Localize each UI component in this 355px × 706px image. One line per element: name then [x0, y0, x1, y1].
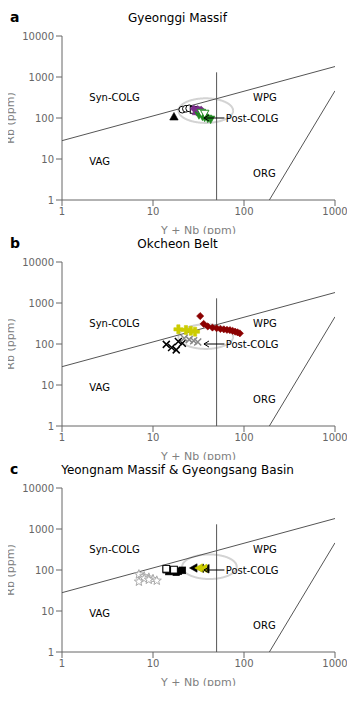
- svg-text:1: 1: [48, 195, 54, 206]
- html-text:ORG: ORG: [253, 167, 276, 179]
- html-text:VAG: VAG: [89, 381, 110, 393]
- html-text:Yeongnam Massif & Gyeongsang B: Yeongnam Massif & Gyeongsang Basin: [61, 463, 294, 477]
- svg-text:10000: 10000: [22, 483, 54, 494]
- svg-text:1000: 1000: [322, 206, 347, 217]
- html-text:VAG: VAG: [89, 607, 110, 619]
- svg-text:1000: 1000: [29, 524, 54, 535]
- svg-text:100: 100: [35, 113, 54, 124]
- svg-text:100: 100: [234, 432, 253, 443]
- svg-text:1000: 1000: [29, 298, 54, 309]
- svg-text:Rb (ppm): Rb (ppm): [8, 92, 17, 143]
- svg-text:Y + Nb (ppm): Y + Nb (ppm): [160, 676, 236, 686]
- svg-text:1000: 1000: [322, 658, 347, 669]
- svg-text:10: 10: [147, 658, 160, 669]
- html-text:Syn-COLG: Syn-COLG: [89, 543, 140, 555]
- html-text:Okcheon Belt: Okcheon Belt: [137, 237, 218, 251]
- html-text:WPG: WPG: [253, 543, 277, 555]
- html-text:Syn-COLG: Syn-COLG: [89, 317, 140, 329]
- svg-text:Y + Nb (ppm): Y + Nb (ppm): [160, 450, 236, 460]
- html-text:Post-COLG: Post-COLG: [225, 338, 279, 350]
- svg-text:100: 100: [234, 206, 253, 217]
- svg-text:Rb (ppm): Rb (ppm): [8, 318, 17, 369]
- svg-text:Rb (ppm): Rb (ppm): [8, 544, 17, 595]
- html-text:a: a: [10, 9, 20, 25]
- svg-text:10000: 10000: [22, 257, 54, 268]
- html-text:c: c: [10, 461, 19, 477]
- svg-text:10: 10: [41, 154, 54, 165]
- svg-text:100: 100: [35, 565, 54, 576]
- html-text:ORG: ORG: [253, 393, 276, 405]
- svg-text:10: 10: [41, 606, 54, 617]
- svg-text:Y + Nb (ppm): Y + Nb (ppm): [160, 224, 236, 234]
- svg-text:10: 10: [147, 432, 160, 443]
- svg-text:100: 100: [234, 658, 253, 669]
- svg-text:10: 10: [41, 380, 54, 391]
- html-text:Post-COLG: Post-COLG: [225, 564, 279, 576]
- html-text:VAG: VAG: [89, 155, 110, 167]
- html-text:Gyeonggi Massif: Gyeonggi Massif: [128, 11, 227, 25]
- svg-text:1: 1: [48, 647, 54, 658]
- svg-text:10: 10: [147, 206, 160, 217]
- svg-text:1: 1: [59, 658, 65, 669]
- html-text:ORG: ORG: [253, 619, 276, 631]
- svg-text:100: 100: [35, 339, 54, 350]
- svg-text:1000: 1000: [322, 432, 347, 443]
- html-text:WPG: WPG: [253, 91, 277, 103]
- svg-text:1: 1: [59, 432, 65, 443]
- html-text:Syn-COLG: Syn-COLG: [89, 91, 140, 103]
- svg-text:1: 1: [48, 421, 54, 432]
- svg-text:1: 1: [59, 206, 65, 217]
- html-text:b: b: [10, 235, 20, 251]
- html-text:WPG: WPG: [253, 317, 277, 329]
- svg-text:1000: 1000: [29, 72, 54, 83]
- html-text:Post-COLG: Post-COLG: [225, 112, 279, 124]
- svg-text:10000: 10000: [22, 31, 54, 42]
